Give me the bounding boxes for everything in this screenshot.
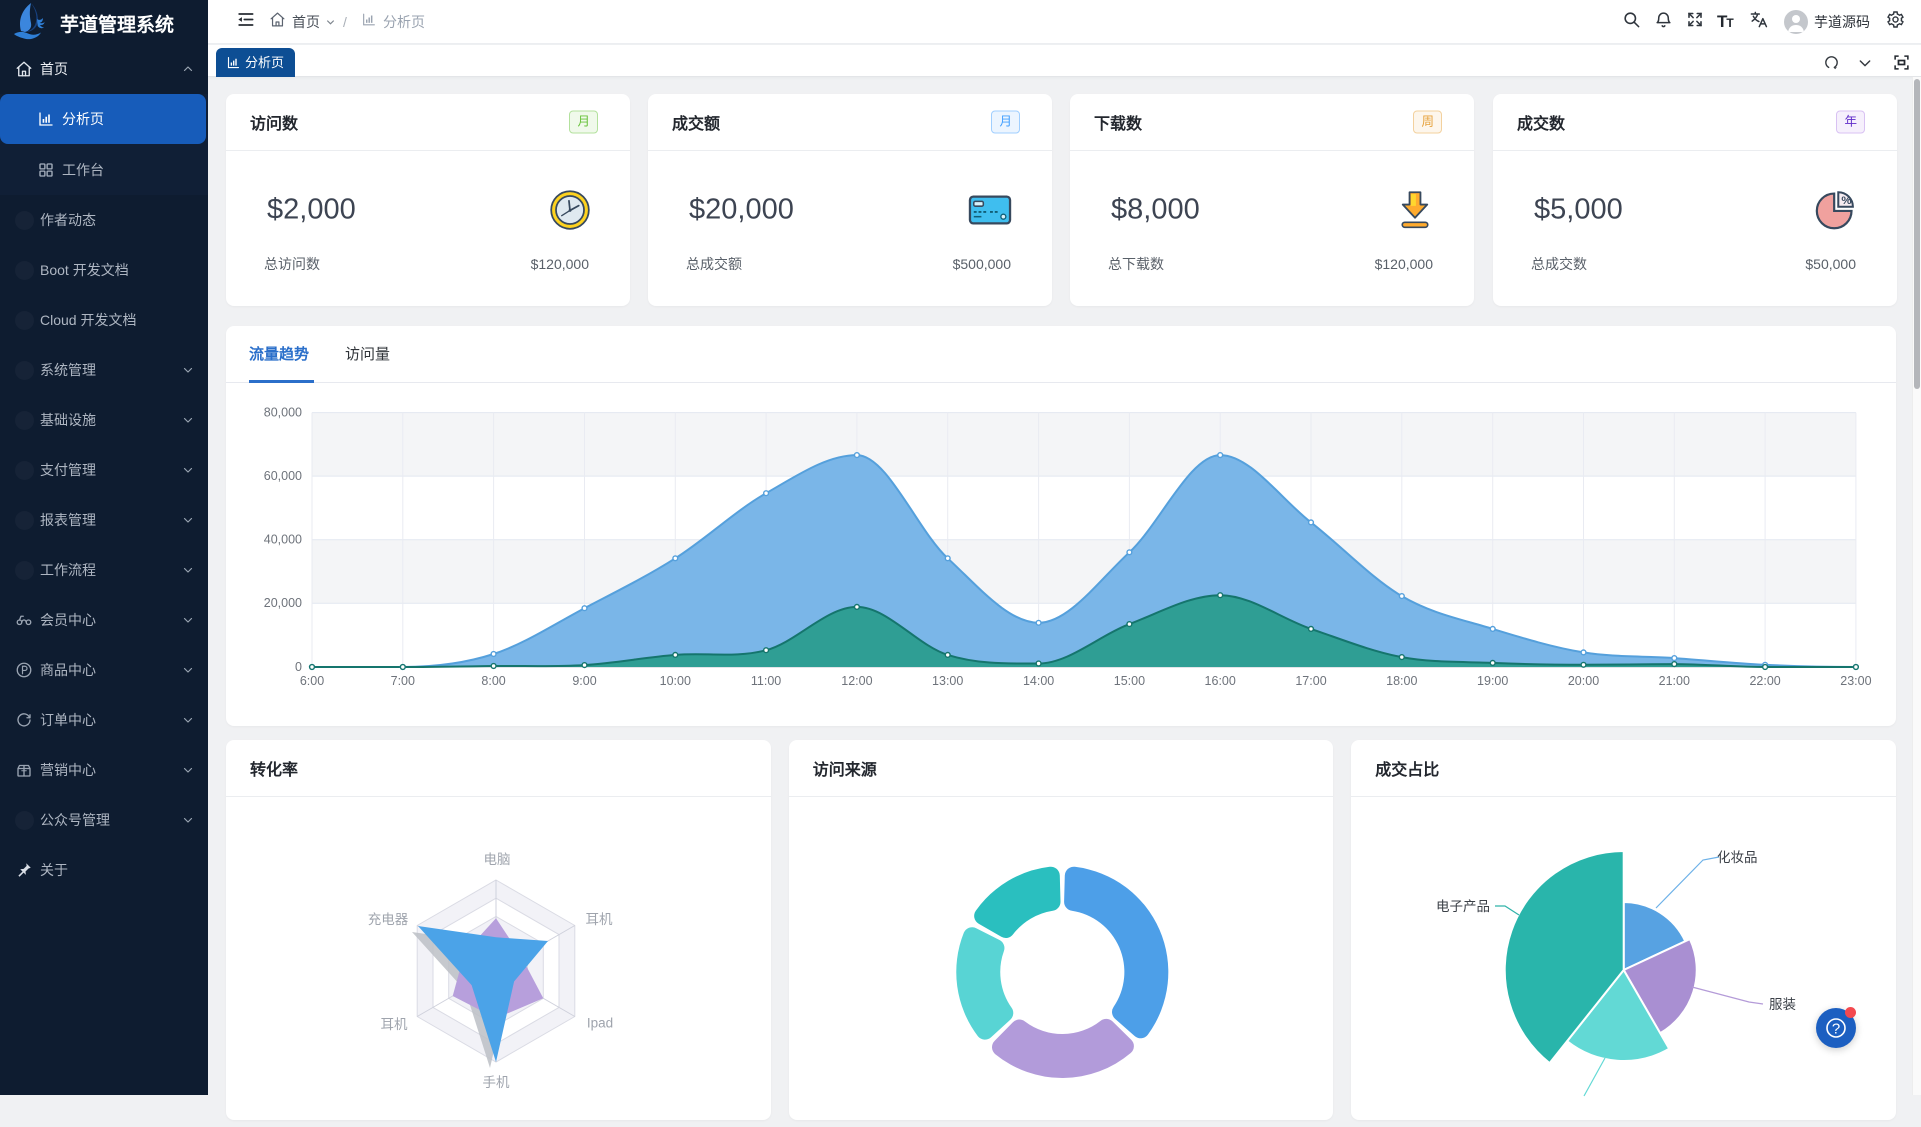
svg-text:电子产品: 电子产品 [1436,899,1490,914]
svg-text:80,000: 80,000 [264,406,302,420]
svg-text:?: ? [1832,1021,1840,1038]
svg-text:40,000: 40,000 [264,533,302,547]
svg-text:20:00: 20:00 [1568,674,1599,688]
svg-text:10:00: 10:00 [660,674,691,688]
svg-text:11:00: 11:00 [751,674,781,688]
svg-text:8:00: 8:00 [481,674,505,688]
svg-text:23:00: 23:00 [1840,674,1871,688]
svg-text:13:00: 13:00 [932,674,963,688]
svg-text:21:00: 21:00 [1659,674,1690,688]
svg-text:化妆品: 化妆品 [1717,850,1758,865]
svg-text:9:00: 9:00 [572,674,596,688]
svg-text:6:00: 6:00 [300,674,324,688]
svg-text:12:00: 12:00 [841,674,872,688]
svg-text:16:00: 16:00 [1205,674,1236,688]
svg-text:服装: 服装 [1769,997,1796,1012]
svg-text:17:00: 17:00 [1295,674,1326,688]
svg-text:60,000: 60,000 [264,469,302,483]
svg-text:19:00: 19:00 [1477,674,1508,688]
svg-text:20,000: 20,000 [264,596,302,610]
svg-text:14:00: 14:00 [1023,674,1054,688]
svg-text:7:00: 7:00 [391,674,415,688]
svg-text:0: 0 [295,660,302,674]
svg-text:22:00: 22:00 [1749,674,1780,688]
svg-text:15:00: 15:00 [1114,674,1145,688]
svg-text:%: % [1841,195,1851,207]
svg-text:18:00: 18:00 [1386,674,1417,688]
